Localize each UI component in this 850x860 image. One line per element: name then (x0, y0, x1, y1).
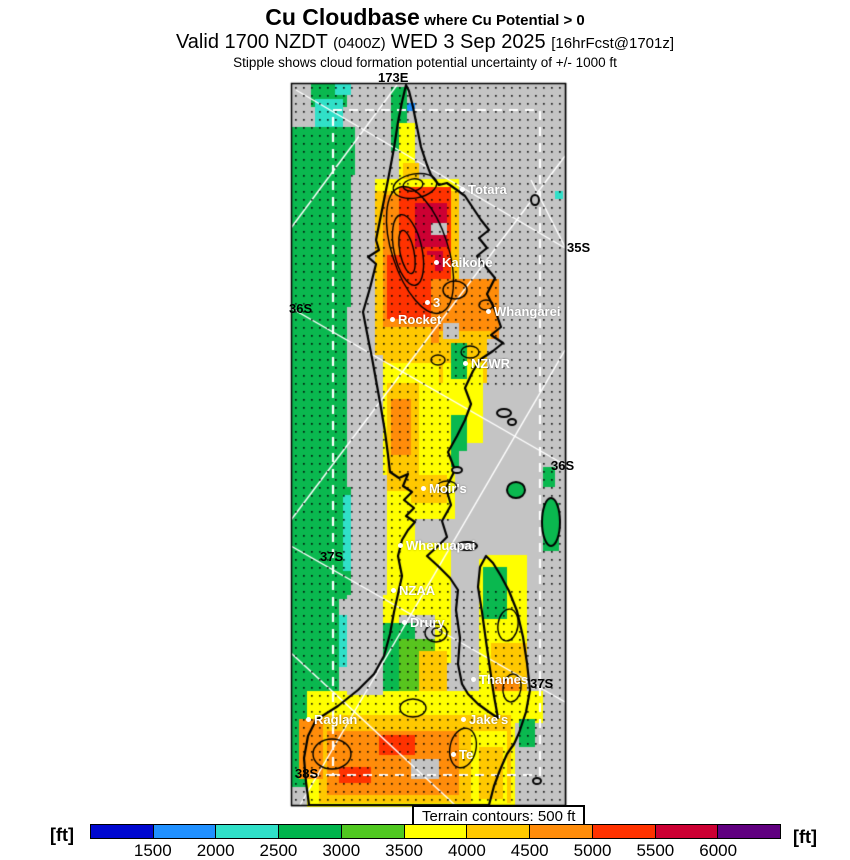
page-title: Cu Cloudbase (265, 4, 420, 30)
site-label: Moir's (429, 481, 467, 496)
latlon-label-173e: 173E (378, 70, 409, 85)
colorbar-tick-label: 5500 (636, 841, 675, 860)
colorbar-segment (341, 825, 405, 838)
stipple-note: Stipple shows cloud formation potential … (233, 55, 617, 70)
site-label: 3 (433, 295, 441, 310)
colorbar-tick-label: 3000 (322, 841, 361, 860)
site-dot-icon (486, 309, 491, 314)
site-marker: Drury (402, 615, 445, 630)
site-marker: Rocket (390, 312, 441, 327)
site-dot-icon (391, 588, 396, 593)
colorbar-segment (279, 825, 342, 838)
site-dot-icon (461, 717, 466, 722)
site-marker: Te (451, 747, 473, 762)
site-label: Whenuapai (406, 538, 476, 553)
site-dot-icon (425, 300, 430, 305)
colorbar-segment (592, 825, 656, 838)
site-dot-icon (402, 620, 407, 625)
latlon-label-35s: 35S (567, 240, 591, 255)
site-label: NZWR (471, 356, 510, 371)
latlon-label-38s: 38S (295, 766, 319, 781)
site-dot-icon (434, 260, 439, 265)
title-line-1: Cu Cloudbase where Cu Potential > 0 (0, 4, 850, 31)
site-label: Thames (479, 672, 529, 687)
latlon-label-37s: 37S (320, 549, 344, 564)
site-marker: Raglan (306, 712, 357, 727)
site-label: Kaikohe (442, 255, 493, 270)
site-marker: Whangarei (486, 304, 560, 319)
site-marker: Thames (471, 672, 528, 687)
site-dot-icon (471, 677, 476, 682)
site-dot-icon (451, 752, 456, 757)
colorbar-tick-label: 3500 (385, 841, 423, 860)
latlon-label-36s: 36S (551, 458, 575, 473)
site-label: Rocket (398, 312, 442, 327)
colorbar-tick-label: 1500 (133, 841, 172, 860)
site-dot-icon (421, 486, 426, 491)
valid-time: Valid 1700 NZDT (175, 31, 334, 53)
colorbar-unit-left: [ft] (50, 825, 74, 845)
site-label: NZAA (399, 583, 436, 598)
colorbar-segment (718, 825, 781, 838)
site-dot-icon (390, 317, 395, 322)
site-dot-icon (398, 543, 403, 548)
colorbar-segment (467, 825, 531, 838)
site-marker: Whenuapai (398, 538, 475, 553)
valid-utc: (0400Z) (333, 35, 386, 52)
latlon-label-36s: 36S (289, 301, 313, 316)
site-marker: Jake's (461, 712, 508, 727)
site-marker: Moir's (421, 481, 467, 496)
colorbar-segment (153, 825, 217, 838)
colorbar-segment (655, 825, 719, 838)
site-label: Jake's (469, 712, 509, 727)
colorbar-segment (404, 825, 468, 838)
title-block: Cu Cloudbase where Cu Potential > 0 Vali… (0, 4, 850, 70)
colorbar-tick-label: 4000 (447, 841, 486, 860)
site-label: Drury (410, 615, 445, 630)
title-line-2: Valid 1700 NZDT (0400Z) WED 3 Sep 2025 [… (0, 31, 850, 54)
site-dot-icon (460, 187, 465, 192)
site-label: Whangarei (494, 304, 561, 319)
site-dot-icon (306, 717, 311, 722)
site-label: Totara (468, 182, 507, 197)
site-marker: NZWR (463, 356, 510, 371)
latlon-label-37s: 37S (530, 676, 554, 691)
colorbar-unit-right: [ft] (793, 827, 817, 847)
site-label: Te (459, 747, 474, 762)
title-qualifier: where Cu Potential > 0 (424, 12, 585, 29)
colorbar-segment (530, 825, 593, 838)
forecast-run: [16hrFcst@1701z] (551, 35, 675, 52)
site-marker: Totara (460, 182, 507, 197)
colorbar-tick-label: 4500 (510, 841, 549, 860)
site-marker: NZAA (391, 583, 435, 598)
site-dot-icon (463, 361, 468, 366)
colorbar-tick-label: 2000 (196, 841, 235, 860)
site-marker: 3 (425, 295, 440, 310)
colorbar-tick-label: 2500 (259, 841, 298, 860)
colorbar-tick-label: 6000 (699, 841, 738, 860)
colorbar-segment (216, 825, 280, 838)
colorbar-tick-label: 5000 (573, 841, 612, 860)
colorbar (90, 824, 781, 839)
site-label: Raglan (314, 712, 358, 727)
valid-date: WED 3 Sep 2025 (385, 31, 552, 53)
site-marker: Kaikohe (434, 255, 493, 270)
colorbar-segment (91, 825, 154, 838)
